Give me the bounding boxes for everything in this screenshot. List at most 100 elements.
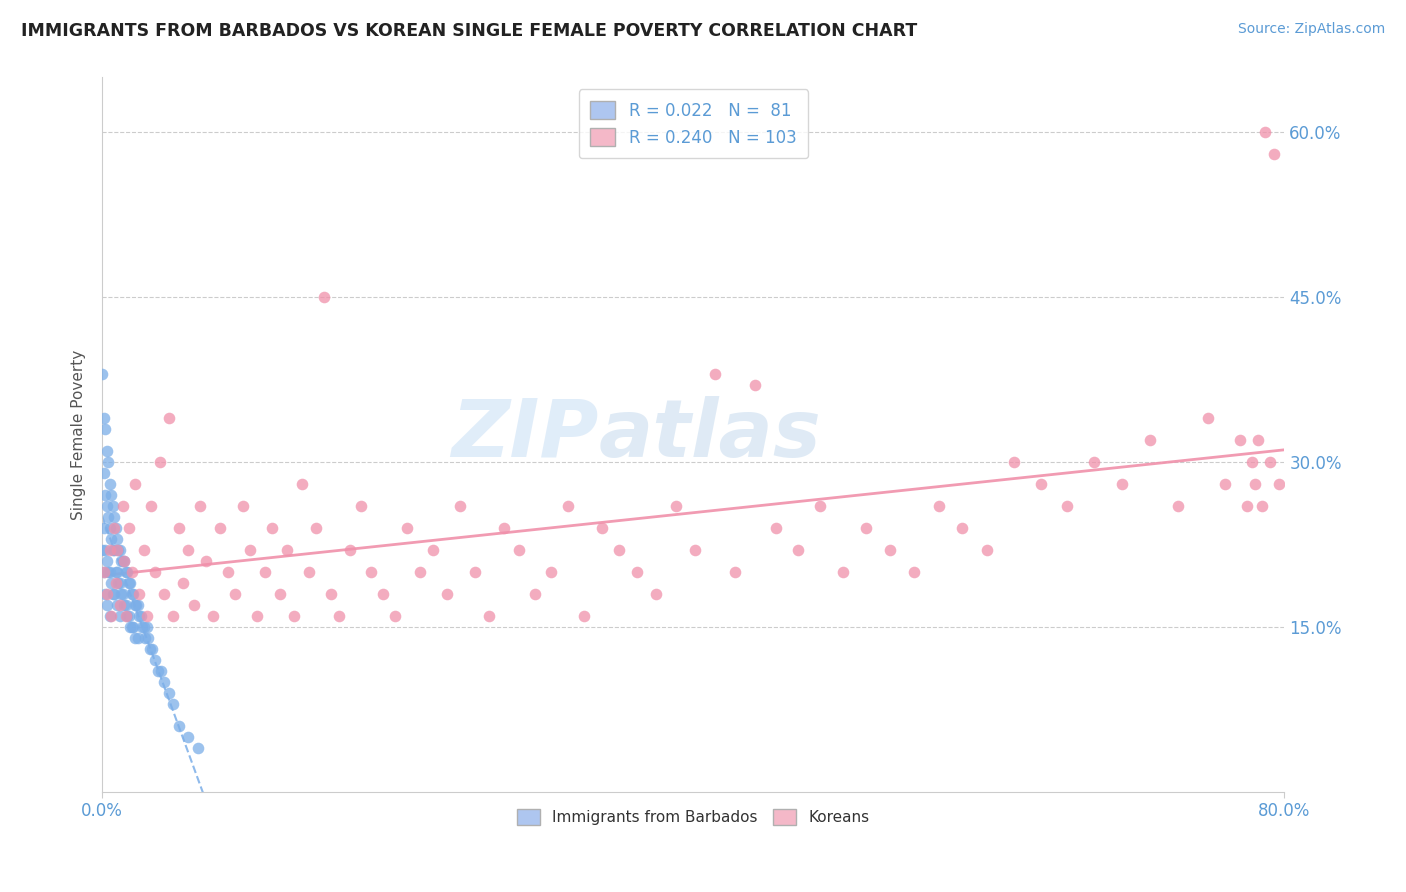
Point (239, 543, 262, 558)
Point (449, 499, 471, 513)
Point (136, 631, 159, 645)
Point (135, 620, 157, 634)
Point (928, 499, 950, 513)
Point (148, 664, 170, 678)
Point (97, 455, 120, 469)
Text: Source: ZipAtlas.com: Source: ZipAtlas.com (1237, 22, 1385, 37)
Point (162, 609, 184, 624)
Point (436, 587, 458, 601)
Point (93, 411, 115, 425)
Point (162, 697, 184, 711)
Point (209, 521, 232, 535)
Point (120, 576, 142, 591)
Point (117, 565, 139, 579)
Point (384, 609, 406, 624)
Point (1240, 455, 1263, 469)
Point (118, 576, 141, 591)
Point (112, 554, 135, 568)
Point (98, 477, 121, 491)
Point (765, 521, 787, 535)
Point (110, 554, 132, 568)
Point (167, 719, 190, 733)
Point (105, 532, 128, 546)
Point (107, 576, 129, 591)
Point (173, 576, 195, 591)
Text: atlas: atlas (599, 396, 821, 474)
Point (276, 543, 298, 558)
Point (118, 609, 141, 624)
Point (112, 598, 135, 612)
Point (127, 631, 149, 645)
Point (124, 477, 146, 491)
Point (540, 565, 562, 579)
Point (100, 609, 122, 624)
Point (903, 565, 925, 579)
Point (127, 598, 149, 612)
Point (478, 609, 501, 624)
Point (1244, 477, 1267, 491)
Point (121, 620, 143, 634)
Point (1236, 499, 1258, 513)
Point (724, 565, 747, 579)
Point (101, 543, 124, 558)
Point (572, 609, 595, 624)
Text: IMMIGRANTS FROM BARBADOS VS KOREAN SINGLE FEMALE POVERTY CORRELATION CHART: IMMIGRANTS FROM BARBADOS VS KOREAN SINGL… (21, 22, 917, 40)
Point (124, 631, 146, 645)
Point (153, 587, 176, 601)
Point (103, 521, 125, 535)
Point (94, 422, 117, 436)
Point (104, 521, 127, 535)
Point (879, 543, 901, 558)
Point (298, 565, 321, 579)
Point (96, 554, 118, 568)
Point (177, 730, 200, 744)
Point (128, 609, 150, 624)
Point (1247, 433, 1270, 447)
Point (100, 576, 122, 591)
Point (96, 587, 118, 601)
Point (111, 499, 134, 513)
Point (108, 576, 131, 591)
Point (111, 587, 134, 601)
Point (1267, 477, 1289, 491)
Point (464, 565, 486, 579)
Point (104, 576, 127, 591)
Point (129, 609, 152, 624)
Point (122, 587, 145, 601)
Point (150, 664, 173, 678)
Point (1056, 499, 1078, 513)
Point (1263, 147, 1285, 161)
Point (117, 609, 139, 624)
Point (103, 587, 125, 601)
Point (1111, 477, 1133, 491)
Point (103, 543, 125, 558)
Point (831, 565, 853, 579)
Point (321, 587, 343, 601)
Point (94, 543, 117, 558)
Point (97, 510, 120, 524)
Point (177, 543, 200, 558)
Point (110, 587, 132, 601)
Point (96, 499, 118, 513)
Point (145, 653, 167, 667)
Text: ZIP: ZIP (451, 396, 599, 474)
Point (508, 543, 530, 558)
Point (976, 543, 998, 558)
Point (145, 565, 167, 579)
Point (100, 532, 122, 546)
Point (98, 521, 121, 535)
Point (112, 554, 135, 568)
Point (108, 598, 131, 612)
Point (93, 565, 115, 579)
Point (157, 686, 180, 700)
Point (950, 521, 973, 535)
Point (422, 543, 444, 558)
Point (128, 587, 150, 601)
Point (665, 499, 688, 513)
Point (1083, 455, 1105, 469)
Point (312, 290, 335, 304)
Point (115, 609, 138, 624)
Point (350, 499, 373, 513)
Point (124, 598, 146, 612)
Point (108, 609, 131, 624)
